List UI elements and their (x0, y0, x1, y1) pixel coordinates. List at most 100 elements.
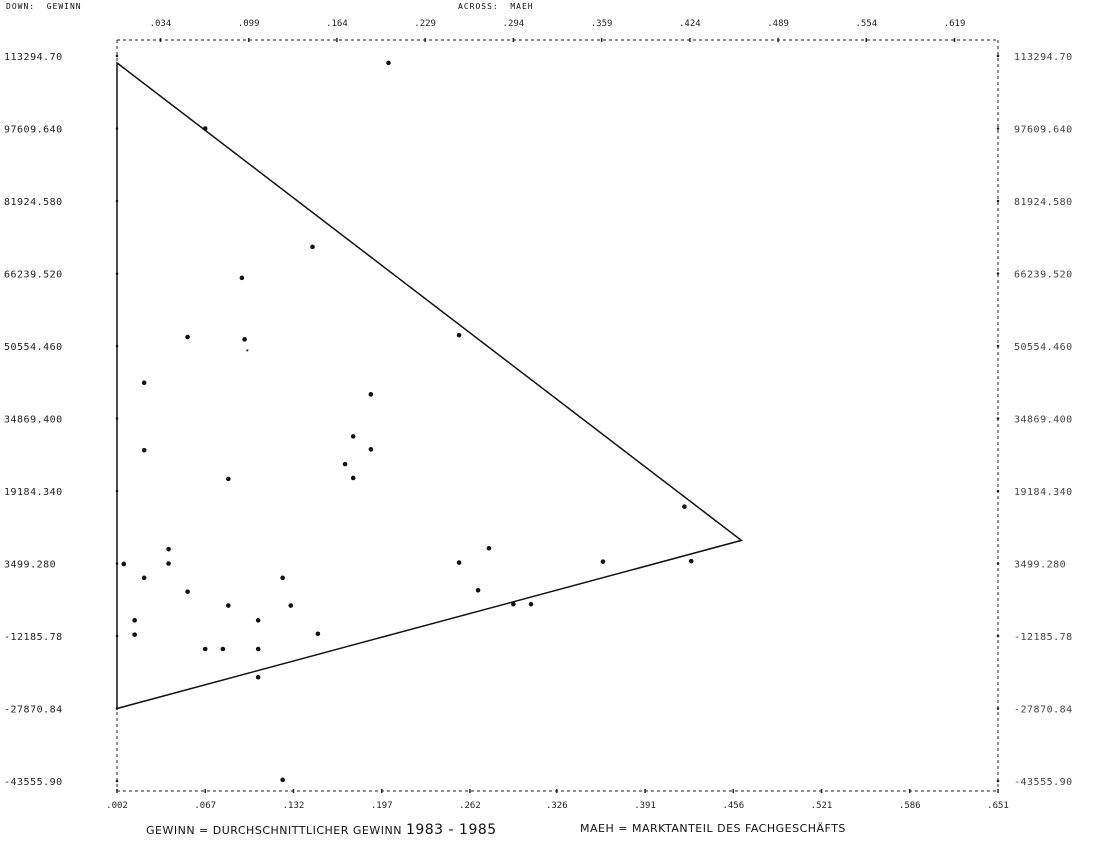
top-tick-label: .164 (326, 19, 348, 29)
bottom-tick-label: .586 (899, 801, 921, 811)
data-point (310, 244, 315, 250)
data-point (600, 559, 606, 564)
bottom-tick-label: .262 (459, 801, 481, 811)
bottom-tick-label: .067 (194, 801, 216, 811)
data-point (242, 337, 247, 342)
caption-gewinn-text: GEWINN = DURCHSCHNITTLICHER GEWINN (146, 824, 406, 837)
data-point (121, 561, 127, 567)
data-point (255, 646, 261, 652)
bottom-tick-label: .197 (371, 801, 393, 811)
right-tick-mark (996, 127, 1000, 130)
left-tick-label: 34869.400 (4, 415, 63, 426)
top-tick-label: .424 (679, 19, 701, 29)
data-point (368, 392, 374, 397)
data-points (121, 60, 694, 783)
data-point (226, 476, 231, 482)
data-point (141, 380, 147, 386)
top-tick-label: .229 (414, 19, 436, 29)
data-point (255, 674, 261, 680)
caption-gewinn: GEWINN = DURCHSCHNITTLICHER GEWINN 1983 … (146, 822, 497, 838)
top-tick-label: .034 (150, 19, 172, 29)
right-tick-mark (996, 344, 1000, 348)
caption-gewinn-years: 1983 - 1985 (405, 822, 497, 838)
left-tick-label: -12185.78 (4, 632, 63, 643)
triangle-outline (116, 61, 744, 710)
data-point (486, 545, 492, 551)
right-tick-label: -27870.84 (1014, 705, 1073, 716)
left-tick-label: 81924.580 (4, 197, 63, 208)
top-tick-label: .359 (591, 19, 613, 29)
right-tick-label: -43555.90 (1014, 777, 1073, 788)
data-point (220, 646, 226, 652)
left-tick-label: -27870.84 (4, 705, 63, 716)
data-point (239, 275, 245, 281)
right-tick-label: -12185.78 (1014, 632, 1073, 643)
down-axis-label: DOWN: GEWINN (6, 2, 82, 11)
top-tick-label: .554 (855, 19, 877, 29)
left-tick-label: 3499.280 (4, 560, 56, 571)
data-point (368, 447, 374, 452)
data-point (132, 618, 137, 623)
across-axis-label: ACROSS: MAEH (458, 2, 534, 11)
bottom-tick-label: .456 (722, 801, 744, 811)
left-tick-label: -43555.90 (4, 777, 63, 788)
left-tick-label: 50554.460 (4, 342, 63, 353)
right-tick-label: 34869.400 (1014, 415, 1073, 426)
data-point (682, 504, 687, 509)
data-point (226, 603, 231, 608)
right-tick-mark (996, 707, 1000, 710)
axis-ticks (115, 38, 1000, 793)
left-tick-label: 19184.340 (4, 487, 63, 498)
right-tick-label: 19184.340 (1014, 487, 1073, 498)
data-point (202, 646, 208, 652)
data-point (386, 60, 391, 66)
data-point (288, 603, 294, 608)
right-tick-mark (996, 562, 1000, 565)
right-tick-label: 81924.580 (1014, 197, 1073, 208)
data-point-faint (246, 349, 249, 352)
data-point (166, 561, 171, 566)
top-tick-label: .619 (944, 19, 966, 29)
right-tick-label: 113294.70 (1014, 52, 1073, 63)
right-tick-mark (996, 54, 1000, 58)
left-tick-mark (115, 54, 119, 58)
left-tick-label: 97609.640 (4, 125, 63, 136)
bottom-tick-label: .326 (546, 801, 568, 811)
top-tick-label: .294 (503, 19, 525, 29)
data-point (511, 601, 516, 607)
data-point (185, 589, 190, 594)
right-tick-mark (996, 779, 1000, 783)
right-tick-label: 3499.280 (1014, 560, 1066, 571)
data-point (350, 434, 356, 439)
data-point (342, 461, 348, 467)
data-point (528, 601, 534, 607)
data-point (132, 632, 137, 637)
right-tick-mark (996, 272, 1000, 275)
data-point (202, 126, 208, 131)
left-tick-label: 66239.520 (4, 270, 63, 281)
top-tick-label: .099 (238, 19, 260, 29)
data-point (185, 334, 190, 340)
data-point (350, 475, 356, 481)
left-tick-label: 113294.70 (4, 52, 63, 63)
bottom-tick-label: .132 (283, 801, 305, 811)
data-point (166, 546, 171, 552)
right-tick-mark (996, 199, 1000, 203)
right-tick-mark (996, 634, 1000, 638)
left-tick-mark (115, 779, 119, 783)
data-point (280, 777, 285, 783)
data-point (475, 588, 481, 593)
plot-frame (116, 39, 999, 792)
data-point (141, 575, 147, 581)
right-tick-mark (996, 489, 1000, 493)
data-point (456, 560, 462, 565)
right-tick-label: 50554.460 (1014, 342, 1073, 353)
triangle-polygon (116, 61, 744, 710)
bottom-tick-label: .651 (987, 801, 1009, 811)
data-point (255, 618, 261, 623)
data-point (280, 575, 285, 581)
tick-labels: .034 .099 .164 .229 .294 .359 .424 .489 .554 .619… (4, 19, 1073, 811)
bottom-tick-label: .002 (106, 801, 128, 811)
bottom-tick-label: .391 (634, 801, 656, 811)
